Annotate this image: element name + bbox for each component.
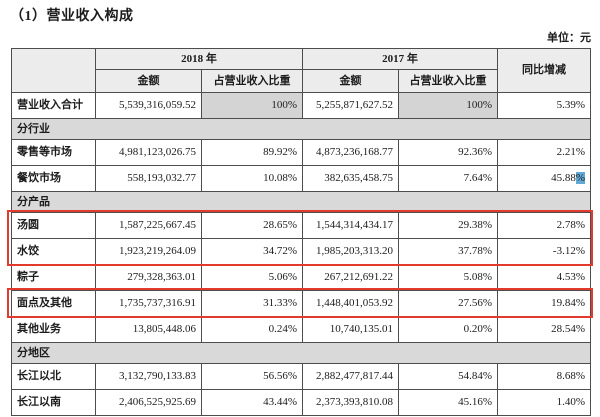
yoy-value: 5.39% bbox=[497, 92, 591, 119]
share-2018: 10.08% bbox=[201, 165, 303, 192]
share-2018: 34.72% bbox=[201, 238, 303, 265]
amount-2017: 4,873,236,168.77 bbox=[302, 139, 399, 166]
amount-2017: 10,740,135.01 bbox=[302, 316, 399, 343]
section-label: 分产品 bbox=[11, 191, 591, 213]
share-2017: 37.78% bbox=[398, 238, 498, 265]
table-row: 水饺 1,923,219,264.09 34.72% 1,985,203,313.20… bbox=[11, 238, 591, 265]
row-label: 长江以北 bbox=[11, 363, 96, 390]
column-group-2017: 2017 年 bbox=[302, 48, 498, 70]
section-row: 分地区 bbox=[11, 342, 591, 364]
subheader-share-2017: 占营业收入比重 bbox=[398, 69, 498, 93]
corner-cell bbox=[11, 48, 96, 93]
yoy-value: 2.21% bbox=[497, 139, 591, 166]
share-2018: 100% bbox=[201, 92, 303, 119]
yoy-value: 2.78% bbox=[497, 212, 591, 239]
column-yoy: 同比增减 bbox=[497, 48, 591, 93]
yoy-value: 45.88% bbox=[497, 165, 591, 192]
yoy-value: -3.12% bbox=[497, 238, 591, 265]
row-label: 其他业务 bbox=[11, 316, 96, 343]
amount-2017: 2,882,477,817.44 bbox=[302, 363, 399, 390]
share-2018: 5.06% bbox=[201, 264, 303, 291]
row-label: 长江以南 bbox=[11, 389, 96, 416]
page-title: （1）营业收入构成 bbox=[10, 9, 134, 24]
share-2017: 92.36% bbox=[398, 139, 498, 166]
table-row: 汤圆 1,587,225,667.45 28.65% 1,544,314,434.17… bbox=[11, 212, 591, 239]
table-header: 2018 年 2017 年 同比增减 金额 占营业收入比重 金额 占营业收入比重 bbox=[11, 48, 591, 93]
table-body: 营业收入合计 5,539,316,059.52 100% 5,255,871,627.… bbox=[11, 92, 591, 416]
row-label: 粽子 bbox=[11, 264, 96, 291]
yoy-value: 28.54% bbox=[497, 316, 591, 343]
subheader-share-2018: 占营业收入比重 bbox=[201, 69, 303, 93]
amount-2018: 4,981,123,026.75 bbox=[95, 139, 202, 166]
amount-2017: 267,212,691.22 bbox=[302, 264, 399, 291]
unit-label: 单位：元 bbox=[547, 32, 591, 44]
yoy-value: 19.84% bbox=[497, 290, 591, 317]
amount-2017: 5,255,871,627.52 bbox=[302, 92, 399, 119]
table-row: 长江以南 2,406,525,925.69 43.44% 2,373,393,810.… bbox=[11, 389, 591, 416]
subheader-amount-2018: 金额 bbox=[95, 69, 202, 93]
share-2017: 5.08% bbox=[398, 264, 498, 291]
amount-2018: 3,132,790,133.83 bbox=[95, 363, 202, 390]
amount-2018: 279,328,363.01 bbox=[95, 264, 202, 291]
row-label: 面点及其他 bbox=[11, 290, 96, 317]
amount-2018: 13,805,448.06 bbox=[95, 316, 202, 343]
yoy-value: 8.68% bbox=[497, 363, 591, 390]
table-row: 其他业务 13,805,448.06 0.24% 10,740,135.01 0.20%… bbox=[11, 316, 591, 343]
row-label: 水饺 bbox=[11, 238, 96, 265]
share-2018: 56.56% bbox=[201, 363, 303, 390]
share-2017: 0.20% bbox=[398, 316, 498, 343]
section-label: 分行业 bbox=[11, 118, 591, 140]
yoy-value: 4.53% bbox=[497, 264, 591, 291]
amount-2018: 1,735,737,316.91 bbox=[95, 290, 202, 317]
section-row: 分行业 bbox=[11, 118, 591, 140]
amount-2017: 1,544,314,434.17 bbox=[302, 212, 399, 239]
revenue-composition-table: 2018 年 2017 年 同比增减 金额 占营业收入比重 金额 占营业收入比重… bbox=[11, 48, 591, 416]
amount-2017: 2,373,393,810.08 bbox=[302, 389, 399, 416]
share-2017: 7.64% bbox=[398, 165, 498, 192]
table-row: 面点及其他 1,735,737,316.91 31.33% 1,448,401,053… bbox=[11, 290, 591, 317]
share-2017: 45.16% bbox=[398, 389, 498, 416]
amount-2018: 1,923,219,264.09 bbox=[95, 238, 202, 265]
row-label: 餐饮市场 bbox=[11, 165, 96, 192]
share-2017: 54.84% bbox=[398, 363, 498, 390]
column-group-2018: 2018 年 bbox=[95, 48, 303, 70]
share-2017: 27.56% bbox=[398, 290, 498, 317]
share-2018: 89.92% bbox=[201, 139, 303, 166]
amount-2017: 382,635,458.75 bbox=[302, 165, 399, 192]
amount-2018: 558,193,032.77 bbox=[95, 165, 202, 192]
share-2018: 43.44% bbox=[201, 389, 303, 416]
row-label: 汤圆 bbox=[11, 212, 96, 239]
section-label: 分地区 bbox=[11, 342, 591, 364]
selection-highlight: % bbox=[575, 172, 585, 184]
subheader-amount-2017: 金额 bbox=[302, 69, 399, 93]
amount-2017: 1,985,203,313.20 bbox=[302, 238, 399, 265]
row-label: 营业收入合计 bbox=[11, 92, 96, 119]
table-row: 长江以北 3,132,790,133.83 56.56% 2,882,477,817.… bbox=[11, 363, 591, 390]
table-row: 营业收入合计 5,539,316,059.52 100% 5,255,871,627.… bbox=[11, 92, 591, 119]
share-2018: 31.33% bbox=[201, 290, 303, 317]
amount-2017: 1,448,401,053.92 bbox=[302, 290, 399, 317]
share-2017: 29.38% bbox=[398, 212, 498, 239]
yoy-value: 1.40% bbox=[497, 389, 591, 416]
amount-2018: 2,406,525,925.69 bbox=[95, 389, 202, 416]
section-row: 分产品 bbox=[11, 191, 591, 213]
amount-2018: 1,587,225,667.45 bbox=[95, 212, 202, 239]
row-label: 零售等市场 bbox=[11, 139, 96, 166]
amount-2018: 5,539,316,059.52 bbox=[95, 92, 202, 119]
share-2017: 100% bbox=[398, 92, 498, 119]
share-2018: 0.24% bbox=[201, 316, 303, 343]
share-2018: 28.65% bbox=[201, 212, 303, 239]
table-row: 餐饮市场 558,193,032.77 10.08% 382,635,458.75 7.… bbox=[11, 165, 591, 192]
table-row: 粽子 279,328,363.01 5.06% 267,212,691.22 5.08%… bbox=[11, 264, 591, 291]
table-row: 零售等市场 4,981,123,026.75 89.92% 4,873,236,168… bbox=[11, 139, 591, 166]
